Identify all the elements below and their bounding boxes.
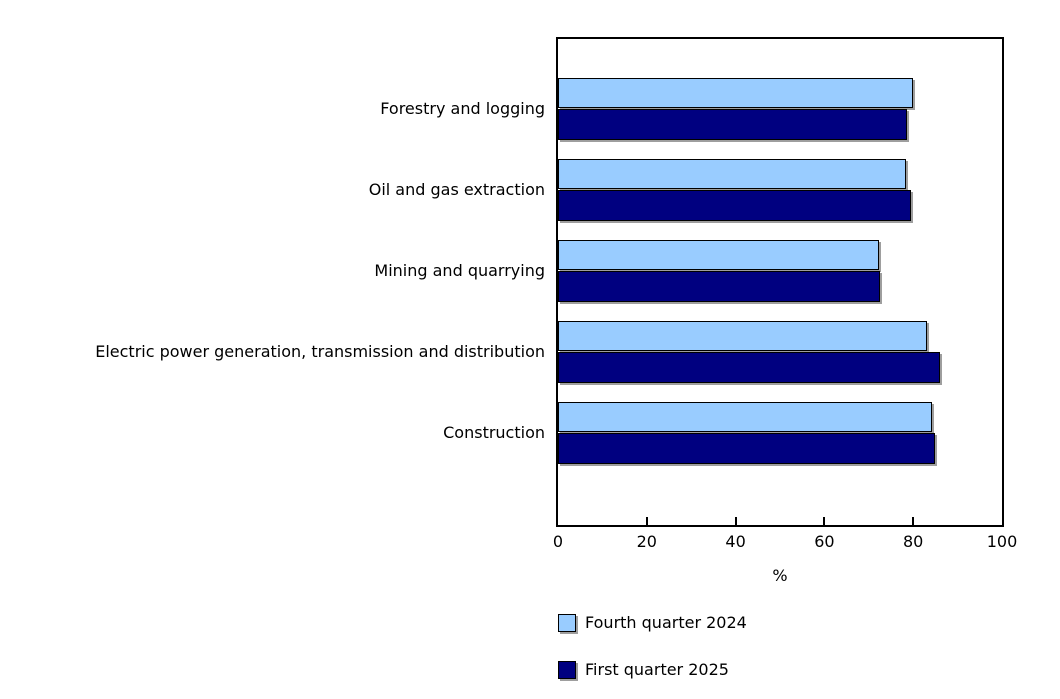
legend-label: First quarter 2025 bbox=[585, 660, 729, 679]
legend-swatch-icon bbox=[558, 661, 576, 679]
category-label: Electric power generation, transmission … bbox=[95, 342, 545, 361]
x-axis-label: % bbox=[772, 566, 788, 585]
x-tick-mark bbox=[734, 517, 737, 525]
bar-q1-2025 bbox=[558, 433, 935, 464]
legend-swatch-icon bbox=[558, 614, 576, 632]
bar-q4-2024 bbox=[558, 240, 879, 270]
category-label: Construction bbox=[443, 423, 545, 442]
category-label: Forestry and logging bbox=[380, 99, 545, 118]
bar-q4-2024 bbox=[558, 321, 927, 351]
category-label: Mining and quarrying bbox=[374, 261, 545, 280]
bar-q1-2025 bbox=[558, 190, 911, 221]
bar-q1-2025 bbox=[558, 271, 880, 302]
x-tick-mark bbox=[645, 517, 648, 525]
bar-q1-2025 bbox=[558, 109, 907, 140]
x-tick-label: 100 bbox=[986, 532, 1018, 551]
legend-label: Fourth quarter 2024 bbox=[585, 613, 747, 632]
bar-q4-2024 bbox=[558, 159, 907, 189]
x-tick-label: 80 bbox=[903, 532, 924, 551]
x-tick-label: 60 bbox=[814, 532, 835, 551]
bar-q4-2024 bbox=[558, 78, 913, 108]
x-tick-label: 20 bbox=[636, 532, 657, 551]
bar-q1-2025 bbox=[558, 352, 941, 383]
x-tick-label: 0 bbox=[552, 532, 564, 551]
x-tick-label: 40 bbox=[725, 532, 746, 551]
bar-q4-2024 bbox=[558, 402, 932, 432]
x-tick-mark bbox=[823, 517, 826, 525]
category-label: Oil and gas extraction bbox=[368, 180, 545, 199]
x-tick-mark bbox=[912, 517, 915, 525]
